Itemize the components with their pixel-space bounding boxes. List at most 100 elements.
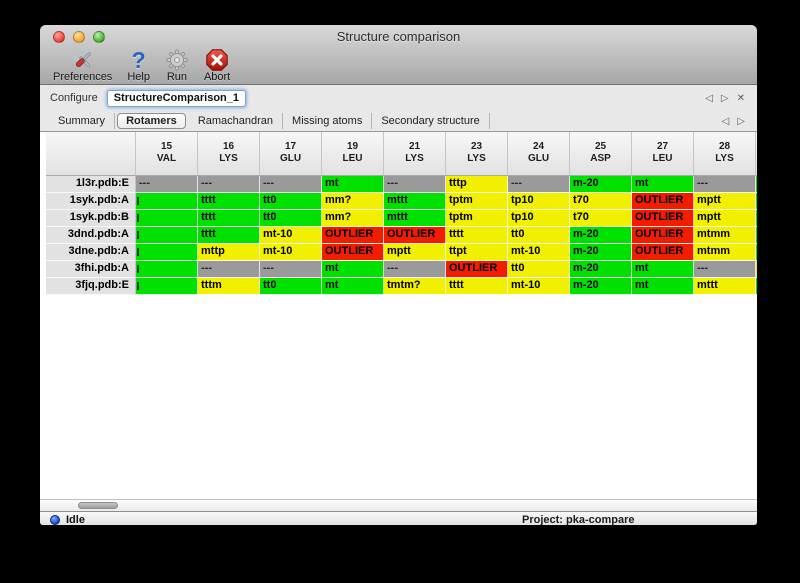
rotamer-cell[interactable]: tttt	[446, 227, 508, 244]
horizontal-scrollbar[interactable]	[40, 499, 757, 511]
rotamer-cell[interactable]: tt0	[260, 278, 322, 295]
minimize-window-button[interactable]	[73, 31, 85, 43]
rotamer-cell[interactable]: ---	[694, 176, 756, 193]
rotamer-cell-partial[interactable]	[756, 210, 757, 227]
tabs-back-icon[interactable]: ◁	[721, 115, 730, 127]
rotamer-cell[interactable]: m-20	[570, 227, 632, 244]
tab-rotamers[interactable]: Rotamers	[117, 113, 186, 129]
rotamer-cell[interactable]: mm?	[322, 210, 384, 227]
rotamer-cell-partial[interactable]	[756, 227, 757, 244]
rotamer-cell[interactable]: OUTLIER	[322, 227, 384, 244]
rotamer-cell[interactable]: mt-10	[260, 227, 322, 244]
tabs-forward-icon[interactable]: ▷	[737, 115, 745, 127]
rotamer-cell[interactable]: mptt	[694, 193, 756, 210]
rotamer-cell[interactable]	[136, 278, 198, 295]
row-label[interactable]: 3fjq.pdb:E	[46, 278, 136, 295]
rotamer-cell[interactable]: tttm	[198, 278, 260, 295]
rotamer-cell[interactable]: mptt	[694, 210, 756, 227]
rotamer-cell[interactable]	[136, 193, 198, 210]
rotamer-cell[interactable]: OUTLIER	[322, 244, 384, 261]
rotamer-cell[interactable]: mt	[632, 261, 694, 278]
rotamer-cell[interactable]: ---	[384, 176, 446, 193]
rotamer-cell[interactable]: mt-10	[508, 244, 570, 261]
rotamer-cell[interactable]: ---	[508, 176, 570, 193]
toolbar-run-button[interactable]: Run	[165, 48, 189, 83]
rotamer-cell[interactable]: OUTLIER	[632, 193, 694, 210]
configure-back-icon[interactable]: ◁	[705, 92, 713, 104]
row-label[interactable]: 3dnd.pdb:A	[46, 227, 136, 244]
rotamer-cell-partial[interactable]	[756, 176, 757, 193]
rotamer-cell[interactable]	[136, 227, 198, 244]
rotamer-cell[interactable]	[136, 210, 198, 227]
rotamer-cell[interactable]: ---	[198, 176, 260, 193]
rotamer-cell[interactable]: tt0	[508, 227, 570, 244]
rotamer-cell[interactable]: OUTLIER	[632, 244, 694, 261]
rotamer-cell[interactable]: tmtm?	[384, 278, 446, 295]
toolbar-preferences-button[interactable]: Preferences	[53, 48, 112, 83]
row-label[interactable]: 1l3r.pdb:E	[46, 176, 136, 193]
rotamer-cell[interactable]: OUTLIER	[632, 210, 694, 227]
rotamer-cell[interactable]: ---	[260, 176, 322, 193]
rotamer-cell[interactable]: mt	[632, 278, 694, 295]
row-label[interactable]: 1syk.pdb:B	[46, 210, 136, 227]
configure-close-icon[interactable]: ✕	[736, 92, 745, 104]
rotamer-cell[interactable]: ---	[260, 261, 322, 278]
rotamer-cell[interactable]: m-20	[570, 278, 632, 295]
tab-summary[interactable]: Summary	[49, 113, 116, 129]
rotamer-cell[interactable]: tt0	[508, 261, 570, 278]
rotamer-cell[interactable]: t70	[570, 210, 632, 227]
rotamer-cell[interactable]: tt0	[260, 193, 322, 210]
rotamer-cell[interactable]: mt	[632, 176, 694, 193]
rotamer-cell[interactable]: m-20	[570, 176, 632, 193]
rotamer-cell[interactable]: mtmm	[694, 227, 756, 244]
row-label[interactable]: 1syk.pdb:A	[46, 193, 136, 210]
rotamer-cell[interactable]: tt0	[260, 210, 322, 227]
rotamer-cell[interactable]: tp10	[508, 193, 570, 210]
row-label[interactable]: 3dne.pdb:A	[46, 244, 136, 261]
rotamer-cell[interactable]	[136, 244, 198, 261]
rotamer-cell[interactable]: OUTLIER	[446, 261, 508, 278]
rotamer-cell[interactable]: tptm	[446, 193, 508, 210]
zoom-window-button[interactable]	[93, 31, 105, 43]
rotamer-cell-partial[interactable]	[756, 278, 757, 295]
rotamer-cell[interactable]: mt-10	[508, 278, 570, 295]
rotamer-cell[interactable]: ---	[694, 261, 756, 278]
rotamer-cell[interactable]: mtmm	[694, 244, 756, 261]
rotamer-cell[interactable]: ttpt	[446, 244, 508, 261]
rotamer-cell[interactable]: mt	[322, 176, 384, 193]
rotamer-cell[interactable]: mttt	[384, 193, 446, 210]
rotamer-cell[interactable]: OUTLIER	[384, 227, 446, 244]
rotamer-cell[interactable]: tttt	[198, 227, 260, 244]
rotamer-cell[interactable]: mttt	[384, 210, 446, 227]
rotamer-cell[interactable]: t70	[570, 193, 632, 210]
rotamer-cell[interactable]: ---	[384, 261, 446, 278]
rotamer-cell[interactable]: m-20	[570, 261, 632, 278]
tab-missing-atoms[interactable]: Missing atoms	[283, 113, 373, 129]
toolbar-help-button[interactable]: ? Help	[127, 48, 150, 83]
tab-ramachandran[interactable]: Ramachandran	[189, 113, 284, 129]
rotamer-cell[interactable]: mt	[322, 278, 384, 295]
rotamer-cell[interactable]: ---	[198, 261, 260, 278]
rotamer-cell[interactable]: tptm	[446, 210, 508, 227]
rotamer-cell[interactable]: tttt	[198, 193, 260, 210]
scrollbar-thumb[interactable]	[78, 502, 118, 509]
rotamer-cell[interactable]: m-20	[570, 244, 632, 261]
rotamer-cell[interactable]: ---	[136, 176, 198, 193]
toolbar-abort-button[interactable]: Abort	[204, 48, 230, 83]
rotamer-cell[interactable]: mptt	[384, 244, 446, 261]
rotamer-cell[interactable]: mttp	[198, 244, 260, 261]
rotamer-cell-partial[interactable]	[756, 193, 757, 210]
rotamer-cell-partial[interactable]	[756, 261, 757, 278]
rotamer-cell[interactable]: mm?	[322, 193, 384, 210]
rotamer-cell[interactable]: mt	[322, 261, 384, 278]
row-label[interactable]: 3fhi.pdb:A	[46, 261, 136, 278]
rotamer-cell[interactable]: mttt	[694, 278, 756, 295]
rotamer-cell[interactable]: mt-10	[260, 244, 322, 261]
configure-forward-icon[interactable]: ▷	[720, 92, 729, 104]
tab-secondary-structure[interactable]: Secondary structure	[372, 113, 490, 129]
rotamer-cell[interactable]: tp10	[508, 210, 570, 227]
rotamer-cell[interactable]: tttp	[446, 176, 508, 193]
rotamer-cell-partial[interactable]	[756, 244, 757, 261]
configure-name-field[interactable]: StructureComparison_1	[106, 89, 247, 107]
rotamer-cell[interactable]: OUTLIER	[632, 227, 694, 244]
